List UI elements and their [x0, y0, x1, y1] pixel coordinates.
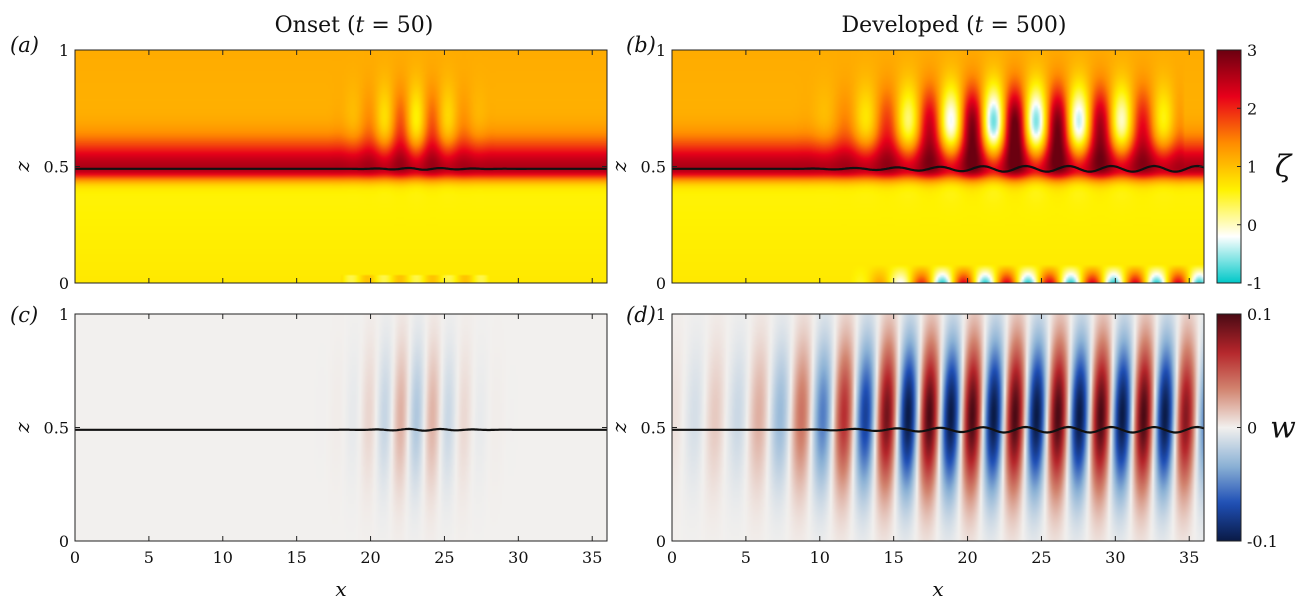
- y-tick-label: 0.5: [44, 419, 69, 438]
- panel-a: 0 0.5 1 z: [10, 41, 608, 293]
- colorbar-tick-label: -1: [1247, 274, 1263, 293]
- x-tick-label: 5: [144, 548, 154, 567]
- colorbar-zeta: 3 2 1 0 -1 ζ: [1216, 41, 1293, 293]
- colorbar-tick-label: 0: [1247, 216, 1257, 235]
- panel-label-b: (b): [626, 33, 656, 57]
- title-onset: Onset (t = 50): [275, 13, 434, 38]
- interface-line: [75, 166, 607, 171]
- x-tick-label: 15: [286, 548, 306, 567]
- x-tick-label: 25: [434, 548, 454, 567]
- x-tick-label: 0: [70, 548, 80, 567]
- panel-d: 0 5 10 15 20 25 30 35 0 0.5 1 z: [607, 305, 1205, 567]
- colorbar-tick-label: 1: [1247, 158, 1257, 177]
- interface-line: [672, 425, 1205, 434]
- y-tick-label: 0.5: [641, 419, 666, 438]
- panel-label-c: (c): [10, 303, 38, 327]
- y-tick-label: 1: [656, 41, 666, 60]
- y-tick-label: 0: [59, 532, 69, 551]
- interface-line: [672, 164, 1205, 173]
- colorbar-tick-label: 3: [1247, 41, 1257, 60]
- y-tick-label: 1: [59, 305, 69, 324]
- colorbars: 3 2 1 0 -1 ζ 0.1 0 -0.1 w: [1216, 41, 1296, 551]
- x-tick-label: 20: [360, 548, 380, 567]
- colorbar-tick-label: -0.1: [1247, 532, 1278, 551]
- colorbar-symbol-w: w: [1270, 411, 1296, 446]
- x-tick-label: 5: [741, 548, 751, 567]
- x-tick-label: 15: [883, 548, 903, 567]
- panel-b: 0 0.5 1 z: [607, 41, 1205, 293]
- panel-label-d: (d): [626, 303, 656, 327]
- x-tick-label: 0: [667, 548, 677, 567]
- colorbar-tick-label: 2: [1247, 99, 1257, 118]
- y-tick-label: 0.5: [44, 158, 69, 177]
- x-tick-label: 10: [213, 548, 233, 567]
- x-axis-label-left: x: [335, 577, 346, 601]
- y-tick-label: 0: [59, 274, 69, 293]
- panel-label-a: (a): [10, 33, 39, 57]
- x-tick-label: 35: [1179, 548, 1199, 567]
- interface-line: [75, 427, 607, 432]
- y-tick-label: 0: [656, 274, 666, 293]
- x-tick-label: 30: [1105, 548, 1125, 567]
- x-tick-label: 10: [810, 548, 830, 567]
- title-developed: Developed (t = 500): [842, 13, 1067, 38]
- y-tick-label: 1: [59, 41, 69, 60]
- colorbar-tick-label: 0.1: [1247, 305, 1272, 324]
- y-axis-label: z: [607, 161, 631, 173]
- colorbar-symbol-zeta: ζ: [1275, 150, 1293, 185]
- y-axis-label: z: [10, 161, 34, 173]
- heatmap-image: [75, 50, 607, 283]
- heatmap-image: [75, 314, 607, 541]
- x-tick-label: 25: [1031, 548, 1051, 567]
- x-tick-label: 20: [957, 548, 977, 567]
- y-tick-label: 0.5: [641, 158, 666, 177]
- y-tick-label: 0: [656, 532, 666, 551]
- colorbar-tick-label: 0: [1247, 419, 1257, 438]
- y-axis-label: z: [10, 422, 34, 434]
- x-axis-label-right: x: [932, 577, 943, 601]
- x-tick-label: 35: [582, 548, 602, 567]
- x-tick-label: 30: [508, 548, 528, 567]
- y-tick-label: 1: [656, 305, 666, 324]
- colorbar-w: 0.1 0 -0.1 w: [1216, 305, 1296, 551]
- y-axis-label: z: [607, 422, 631, 434]
- panel-c: 0 5 10 15 20 25 30 35 0 0.5 1 z: [10, 305, 608, 567]
